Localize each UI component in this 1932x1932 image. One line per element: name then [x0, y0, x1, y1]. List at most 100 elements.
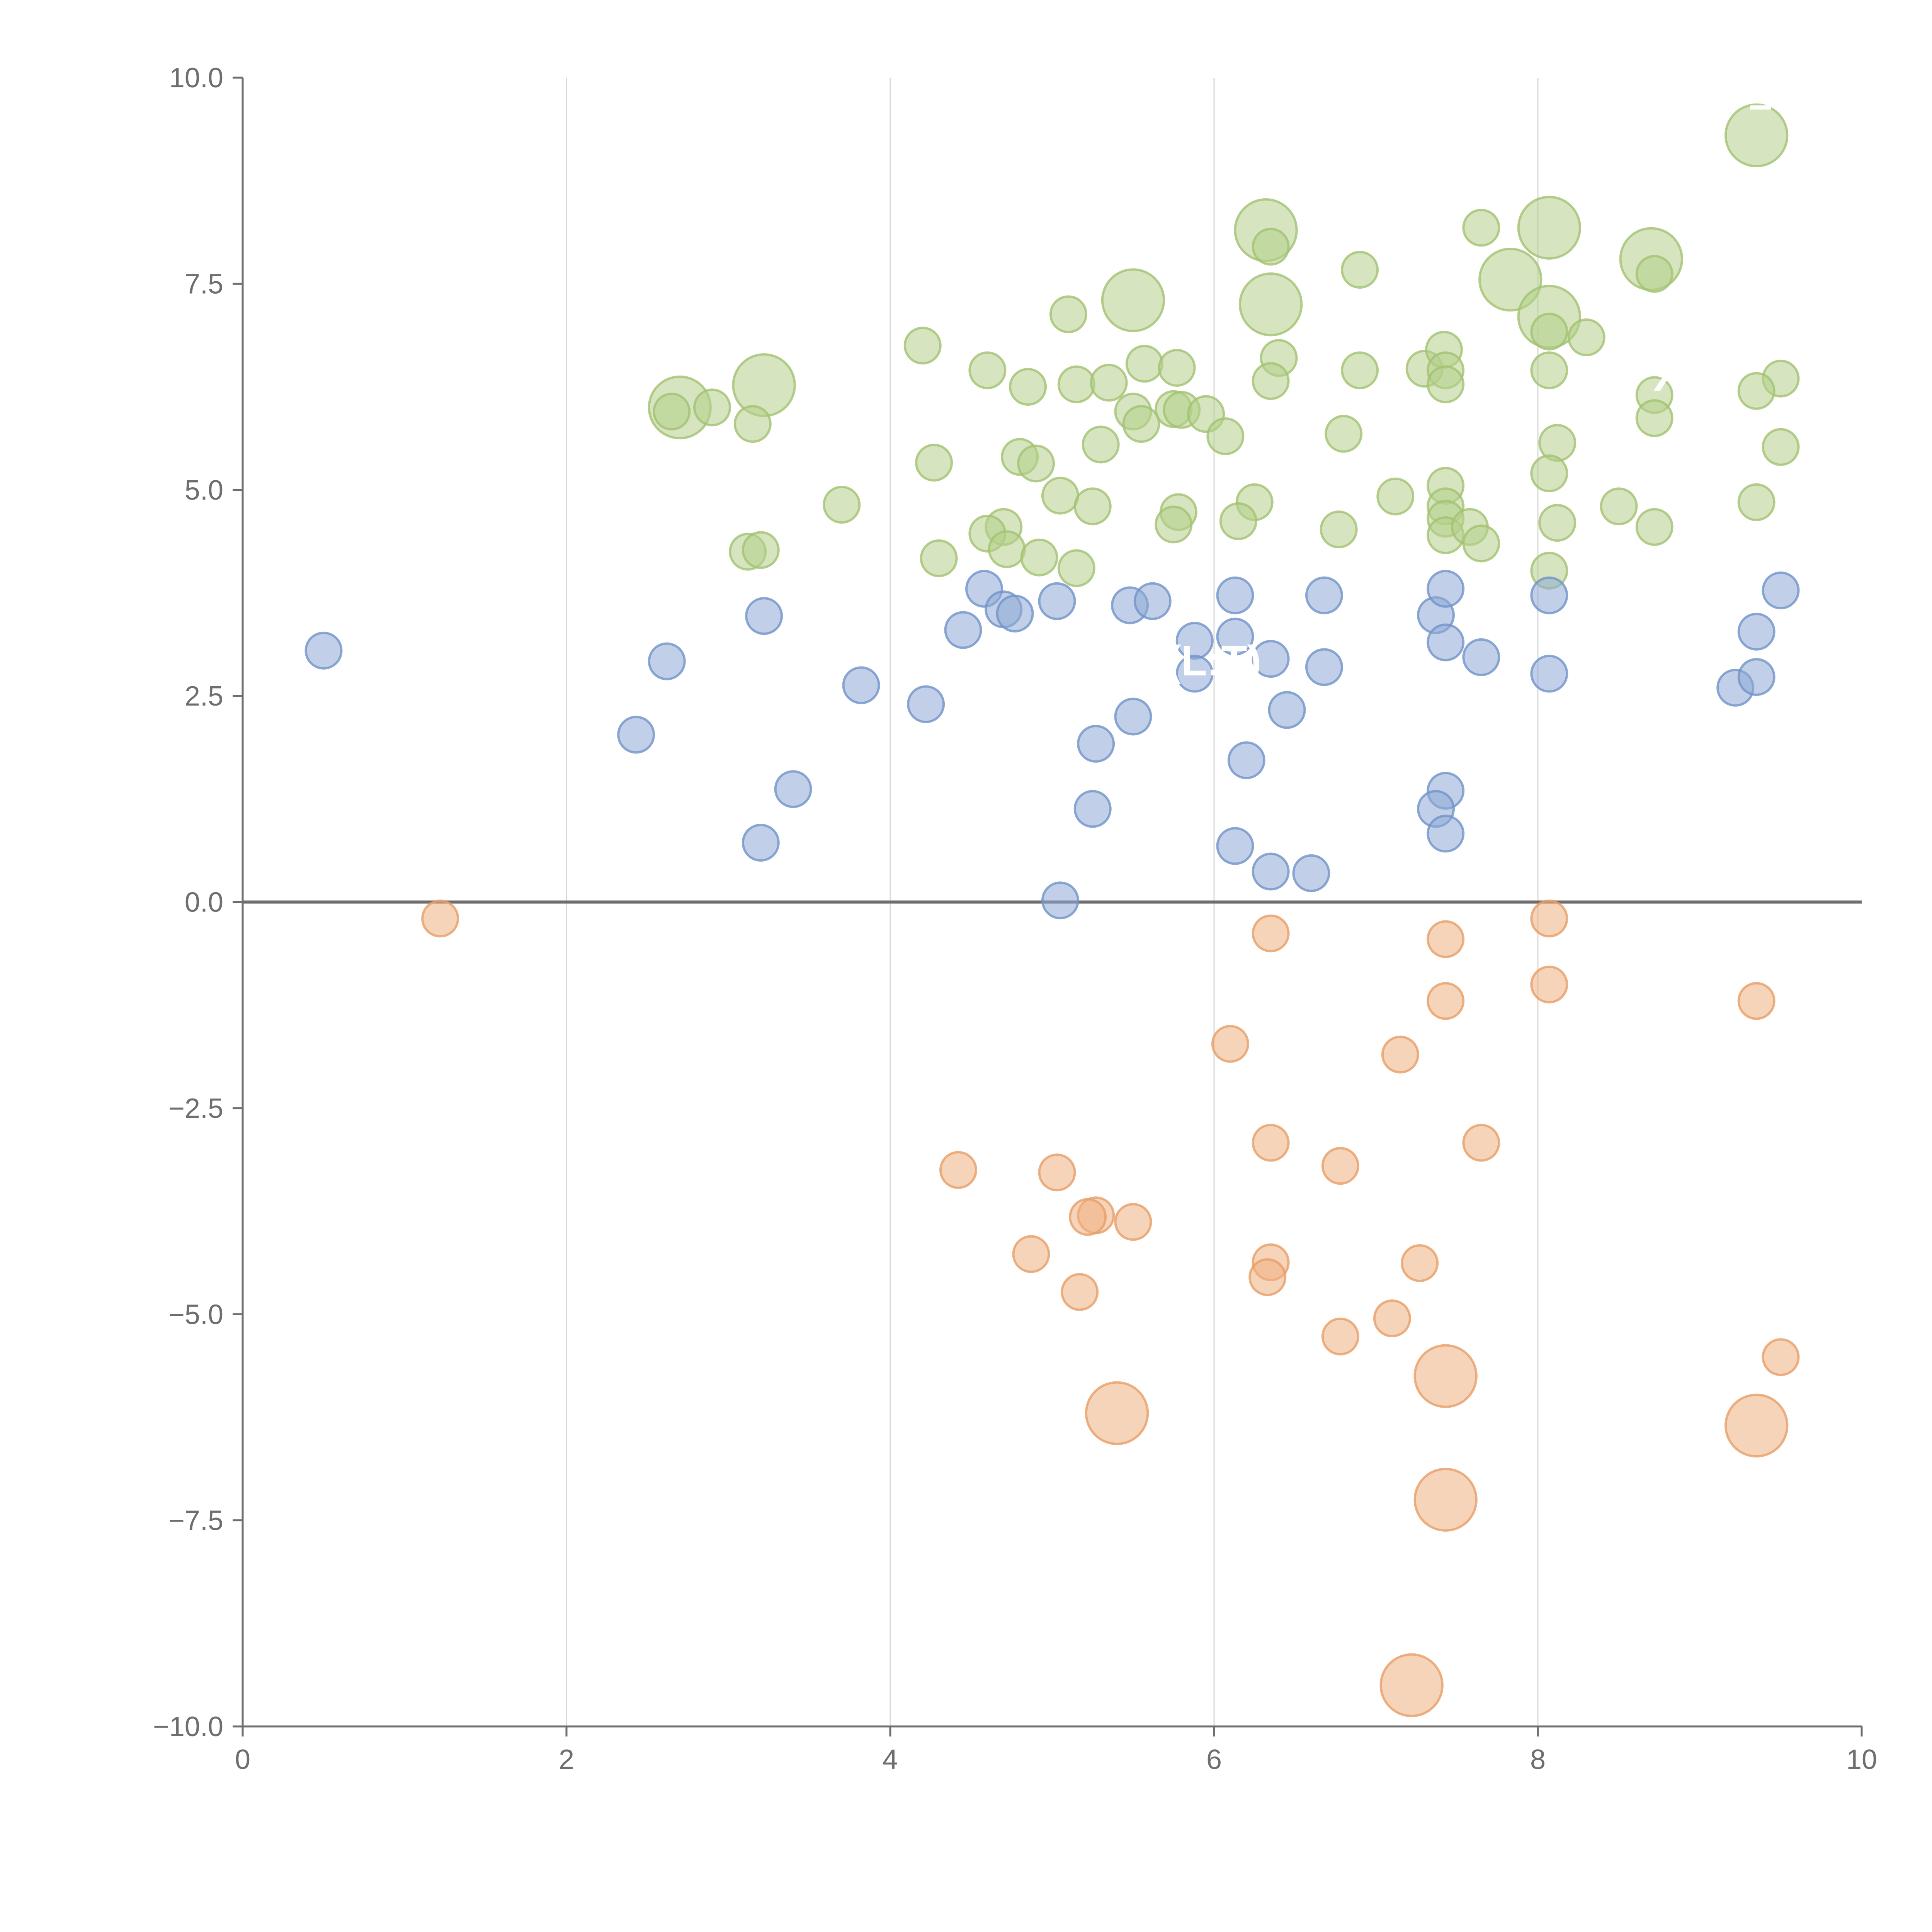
orange-bubble: [1211, 1025, 1249, 1063]
annotation-label: X: [1653, 353, 1682, 400]
green-bubble: [1635, 255, 1673, 293]
green-bubble: [1724, 103, 1789, 168]
green-bubble: [1462, 209, 1500, 247]
green-bubble: [1090, 364, 1128, 402]
green-bubble: [1252, 362, 1290, 400]
orange-bubble: [1248, 1258, 1287, 1296]
orange-bubble: [1413, 1344, 1478, 1408]
green-bubble: [693, 388, 731, 427]
x-tick-label: 10: [1846, 1744, 1877, 1775]
x-tick-label: 6: [1206, 1744, 1222, 1775]
blue-bubble: [842, 666, 880, 704]
blue-bubble: [1427, 815, 1465, 853]
bubble-layer: [304, 103, 1800, 1717]
blue-bubble: [1252, 852, 1290, 891]
blue-bubble: [1216, 827, 1254, 865]
blue-bubble: [1427, 570, 1465, 608]
green-bubble: [1020, 538, 1058, 577]
orange-bubble: [1737, 982, 1776, 1020]
y-tick-label: 5.0: [185, 475, 223, 506]
green-bubble: [1341, 251, 1379, 289]
blue-bubble: [742, 823, 780, 862]
green-bubble: [1462, 524, 1500, 563]
axes-layer: 0 2 4 6 8 10 −10.0 −7.5 −5.0 −2.5 0.0 2.5 5.0 7.5 10.0: [153, 63, 1877, 1775]
orange-bubble: [1061, 1273, 1099, 1311]
green-bubble: [1762, 428, 1800, 466]
y-tick-label: −5.0: [168, 1299, 223, 1330]
orange-bubble: [1114, 1203, 1152, 1241]
blue-bubble: [1038, 582, 1076, 620]
orange-bubble: [1762, 1338, 1800, 1376]
green-bubble: [1538, 504, 1577, 542]
orange-bubble: [421, 900, 459, 938]
orange-bubble: [1427, 982, 1465, 1020]
x-tick-label: 0: [235, 1744, 250, 1775]
green-bubble: [1737, 372, 1776, 410]
orange-bubble: [1012, 1235, 1050, 1273]
y-tick-label: 7.5: [185, 269, 223, 299]
green-bubble: [1635, 508, 1673, 546]
orange-bubble: [1401, 1244, 1439, 1282]
green-bubble: [1238, 272, 1303, 337]
green-bubble: [903, 327, 942, 365]
x-tick-label: 8: [1530, 1744, 1546, 1775]
y-tick-label: −7.5: [168, 1505, 223, 1536]
green-bubble: [1057, 549, 1095, 587]
orange-bubble: [1530, 965, 1568, 1003]
orange-bubble: [1038, 1153, 1076, 1192]
orange-bubble: [1413, 1468, 1478, 1532]
blue-bubble: [1041, 881, 1079, 920]
blue-bubble: [907, 685, 945, 723]
green-bubble: [1478, 248, 1543, 312]
blue-bubble: [1175, 655, 1214, 693]
green-bubble: [968, 351, 1007, 389]
green-bubble: [1737, 483, 1776, 521]
green-bubble: [1530, 313, 1568, 351]
orange-bubble: [1252, 914, 1290, 952]
blue-bubble: [1268, 691, 1306, 729]
blue-bubble: [1292, 854, 1330, 892]
green-bubble: [1122, 405, 1160, 443]
green-bubble: [1567, 318, 1605, 357]
green-bubble: [1530, 454, 1568, 493]
green-bubble: [732, 353, 796, 417]
blue-bubble: [1462, 638, 1500, 676]
y-tick-label: −10.0: [153, 1711, 223, 1742]
x-tick-label: 2: [559, 1744, 574, 1775]
orange-bubble: [1530, 900, 1568, 938]
green-bubble: [1158, 349, 1196, 387]
green-bubble: [1635, 399, 1673, 437]
orange-bubble: [1379, 1653, 1444, 1717]
blue-bubble: [1305, 648, 1343, 686]
y-tick-label: 2.5: [185, 681, 223, 712]
orange-bubble: [1381, 1036, 1419, 1074]
blue-bubble: [1427, 623, 1465, 662]
orange-bubble: [1069, 1198, 1107, 1236]
green-bubble: [1155, 505, 1193, 544]
green-bubble: [823, 486, 861, 524]
blue-bubble: [1530, 576, 1568, 614]
green-bubble: [1427, 365, 1465, 403]
green-bubble: [1517, 196, 1582, 260]
blue-bubble: [1216, 617, 1254, 656]
blue-bubble: [617, 716, 655, 754]
y-tick-label: 10.0: [169, 63, 223, 94]
orange-bubble: [939, 1151, 977, 1189]
green-bubble: [733, 405, 772, 443]
green-bubble: [1057, 365, 1095, 403]
green-bubble: [1041, 476, 1079, 515]
blue-bubble: [1216, 576, 1254, 614]
blue-bubble: [304, 631, 343, 670]
orange-bubble: [1724, 1393, 1789, 1458]
green-bubble: [653, 393, 691, 431]
green-bubble: [1125, 345, 1163, 383]
blue-bubble: [1305, 576, 1343, 614]
green-bubble: [1017, 444, 1055, 483]
orange-bubble: [1321, 1317, 1359, 1355]
orange-bubble: [1085, 1381, 1149, 1445]
green-bubble: [1320, 510, 1358, 549]
annotation-layer: – X X (L:T): [1167, 81, 1813, 685]
green-bubble: [1376, 477, 1415, 515]
annotation-label: (L:T): [1167, 637, 1261, 685]
